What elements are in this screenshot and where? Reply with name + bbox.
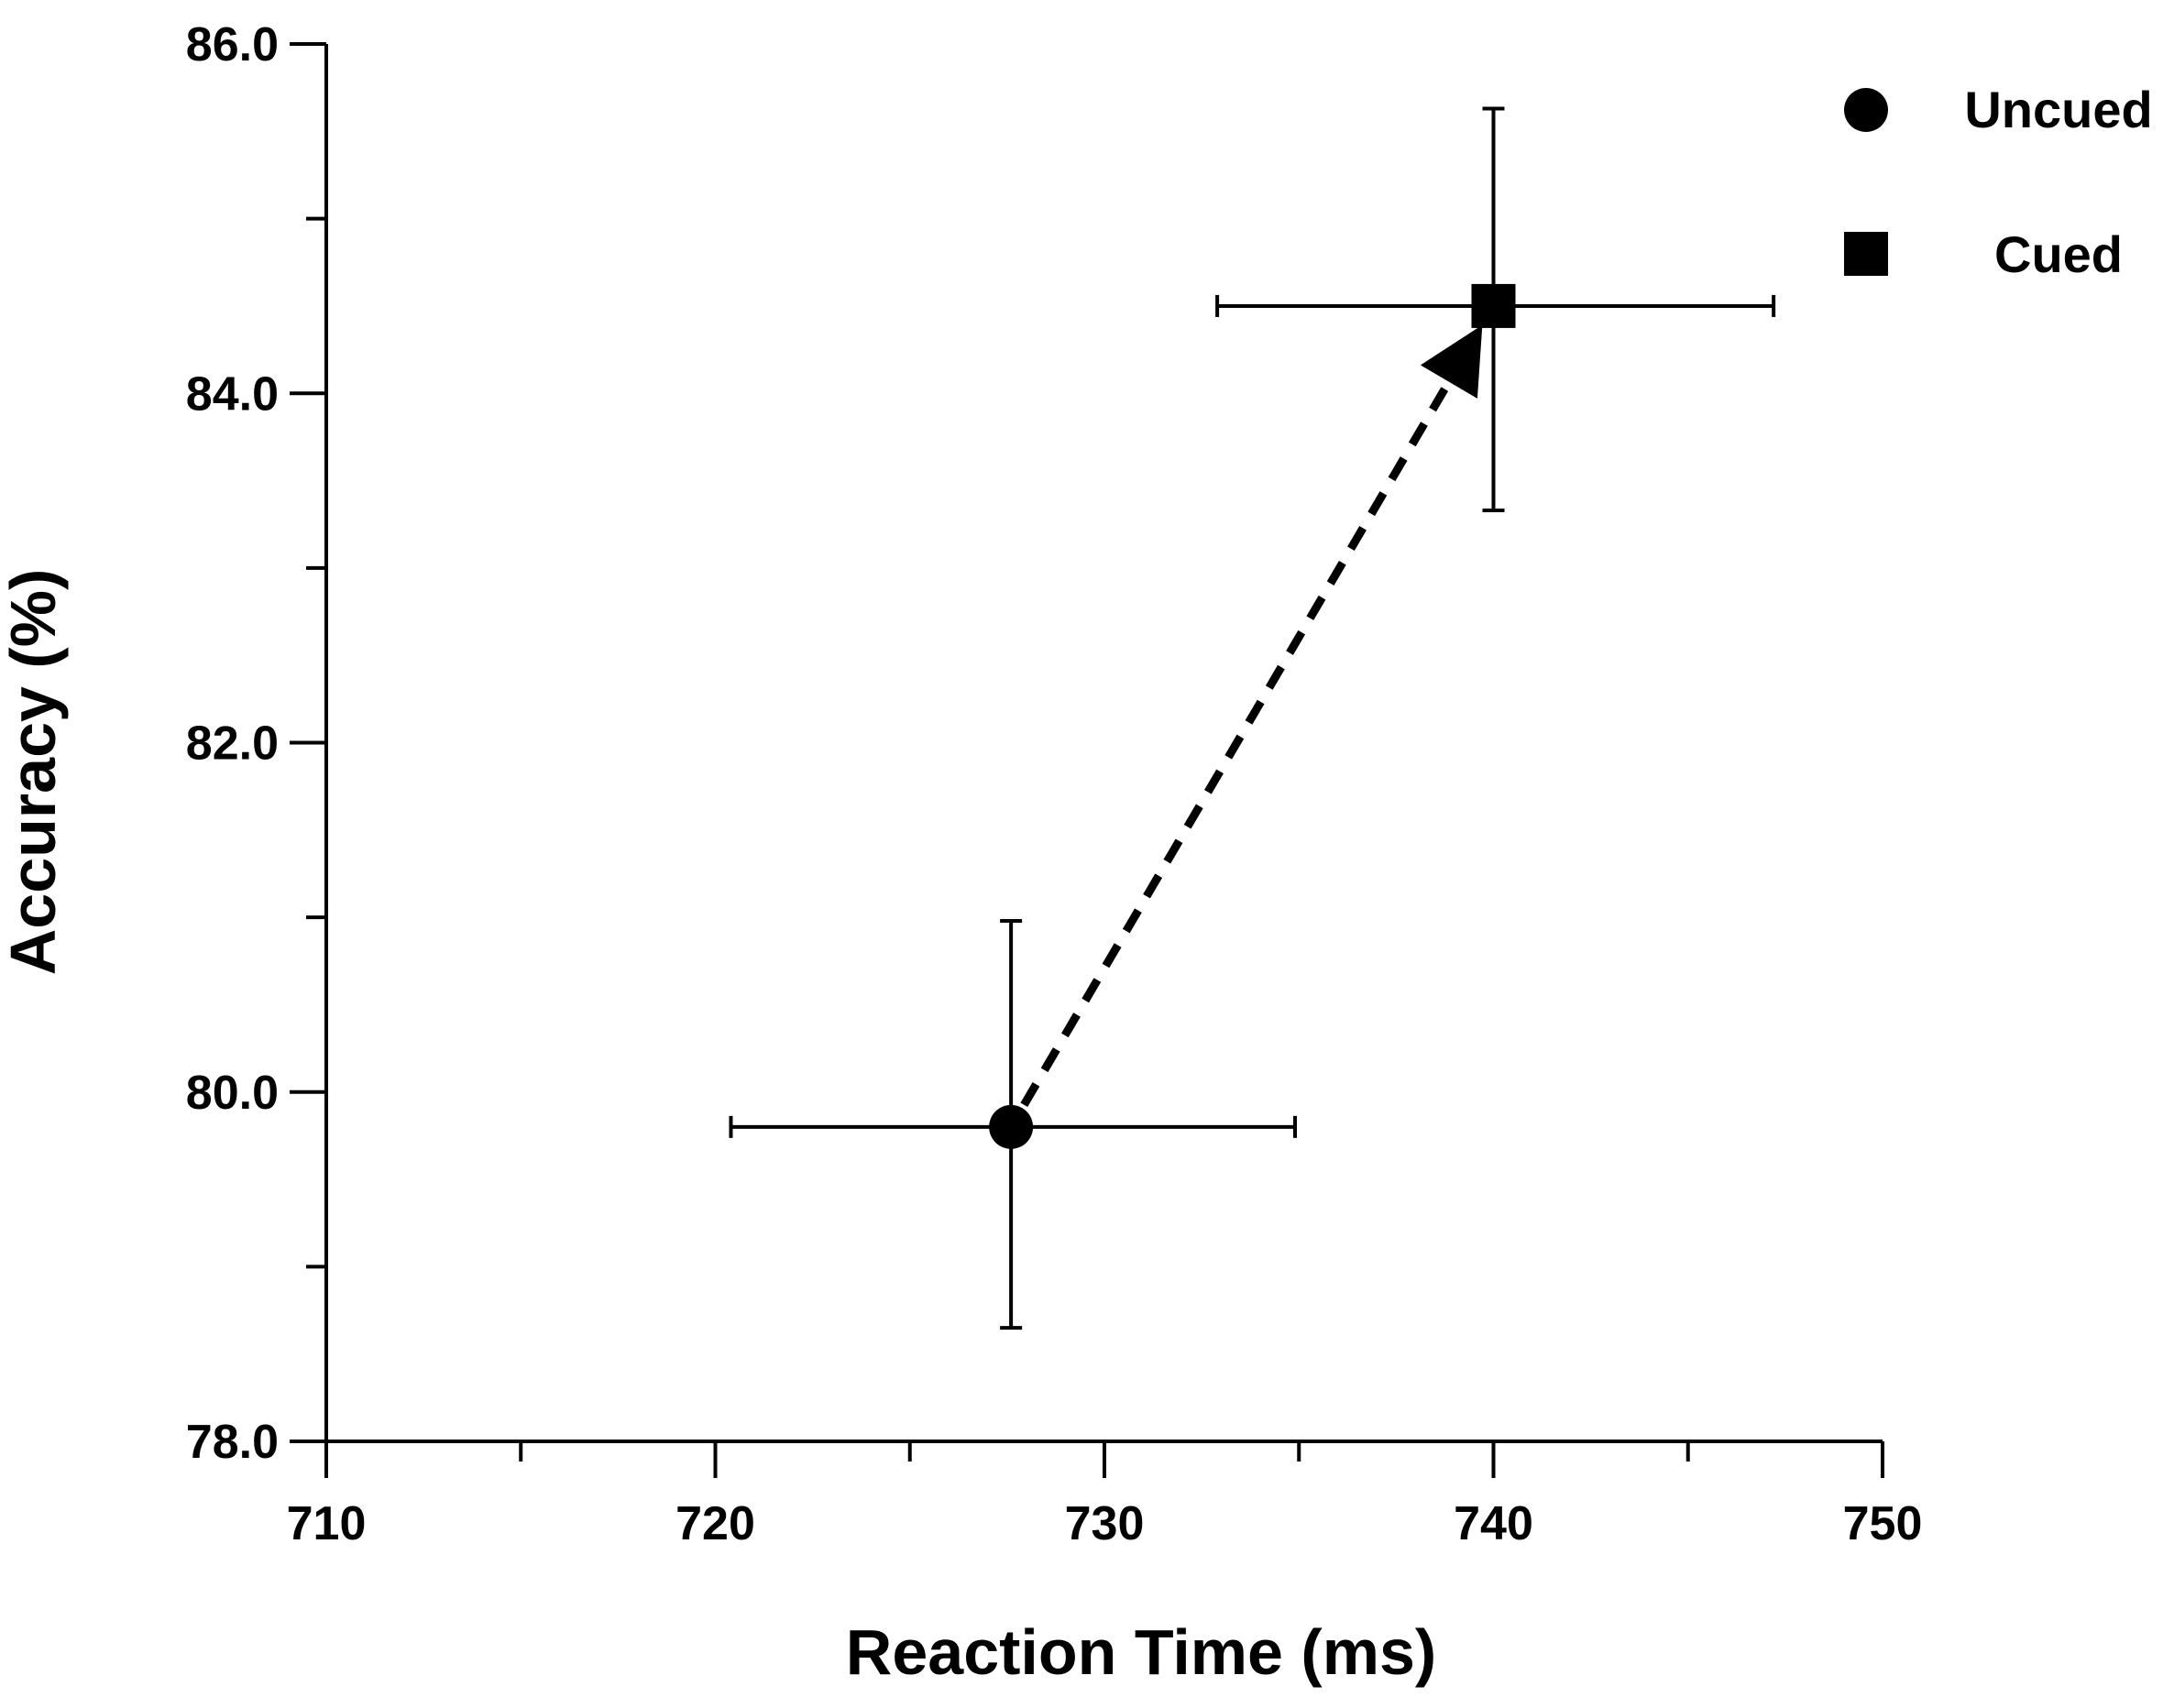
x-tick-label: 730 <box>1065 1497 1145 1550</box>
uncued-point <box>989 1104 1034 1149</box>
y-tick-label: 84.0 <box>186 367 279 421</box>
legend: Uncued Cued <box>1844 81 2153 283</box>
x-tick-label: 750 <box>1843 1497 1923 1550</box>
legend-circle-icon <box>1844 88 1888 132</box>
legend-label-cued: Cued <box>1994 225 2123 283</box>
series-uncued <box>729 918 1298 1330</box>
trend-arrow-layer <box>1020 324 1483 1108</box>
x-axis-ticks: 710 720 730 740 750 <box>287 1441 1923 1550</box>
x-tick-label: 710 <box>287 1497 367 1550</box>
legend-square-icon <box>1844 232 1888 276</box>
data-points <box>729 106 1776 1330</box>
legend-label-uncued: Uncued <box>1964 81 2152 138</box>
x-tick-label: 740 <box>1454 1497 1533 1550</box>
series-cued <box>1215 106 1776 512</box>
x-tick-label: 720 <box>675 1497 755 1550</box>
y-tick-label: 80.0 <box>186 1067 279 1120</box>
uncued-to-cued-arrow <box>1020 324 1483 1108</box>
y-tick-label: 78.0 <box>186 1416 279 1469</box>
axes <box>324 44 1883 1443</box>
y-axis-ticks: 78.0 80.0 82.0 84.0 86.0 <box>186 18 326 1469</box>
y-axis-title: Accuracy (%) <box>0 569 69 976</box>
cued-point <box>1471 283 1516 328</box>
y-tick-label: 86.0 <box>186 18 279 71</box>
y-tick-label: 82.0 <box>186 717 279 771</box>
x-axis-title: Reaction Time (ms) <box>846 1616 1436 1688</box>
